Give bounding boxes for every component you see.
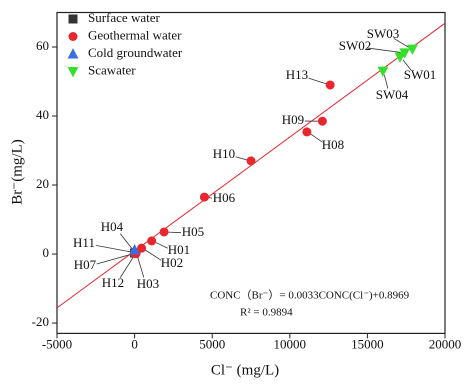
legend-marker <box>67 48 79 59</box>
point-label: SW01 <box>404 67 437 82</box>
point-label: H07 <box>74 257 97 272</box>
point <box>159 227 169 237</box>
point-label: SW04 <box>376 87 409 102</box>
leader-line <box>120 233 133 250</box>
point-label: H08 <box>322 137 344 152</box>
point-label: H01 <box>168 242 190 257</box>
leader-line <box>393 38 410 48</box>
point <box>407 44 418 55</box>
point-label: SW02 <box>339 38 372 53</box>
legend-label: Geothermal water <box>88 27 182 42</box>
leader-line <box>383 74 389 89</box>
legend-label: Surface water <box>88 10 160 25</box>
leader-line <box>119 256 134 278</box>
point <box>129 244 140 255</box>
point-label: SW03 <box>367 26 400 41</box>
y-tick-label: 40 <box>36 107 49 122</box>
leader-line <box>208 197 213 199</box>
point-label: H12 <box>102 275 124 290</box>
point-label: H05 <box>182 224 204 239</box>
plot-frame <box>56 11 446 334</box>
point <box>199 192 209 202</box>
x-tick-label: 15000 <box>351 336 384 351</box>
point <box>394 52 406 63</box>
y-axis-title: Br⁻(mg/L) <box>9 139 25 204</box>
leader-line <box>155 241 168 249</box>
leader-line <box>235 156 248 161</box>
point-label: H13 <box>286 67 308 82</box>
point <box>317 116 327 126</box>
x-tick-label: -5000 <box>42 336 72 351</box>
leader-line <box>95 244 132 253</box>
point-label: H04 <box>101 219 124 234</box>
y-tick-label: 20 <box>36 176 49 191</box>
point <box>302 127 312 137</box>
point-label: H10 <box>213 146 235 161</box>
x-tick-label: 10000 <box>274 336 307 351</box>
point-label: H11 <box>73 235 95 250</box>
legend-marker <box>68 14 78 24</box>
x-axis-title: Cl⁻ (mg/L) <box>211 362 279 378</box>
point <box>147 236 157 246</box>
y-tick-label: 60 <box>36 38 49 53</box>
point-label: H06 <box>213 190 236 205</box>
leader-line <box>96 253 132 265</box>
legend-label: Cold groundwater <box>88 45 183 60</box>
leader-line <box>137 256 145 278</box>
x-tick-label: 0 <box>131 336 138 351</box>
legend-marker <box>67 67 79 78</box>
leader-line <box>168 231 182 234</box>
point-label: H02 <box>161 255 183 270</box>
leader-line <box>310 133 323 143</box>
leader-line <box>308 77 327 85</box>
legend-marker <box>68 32 78 41</box>
y-tick-label: -20 <box>32 314 49 329</box>
leader-line <box>366 47 401 53</box>
leader-line <box>402 59 412 71</box>
legend-label: Scawater <box>88 62 136 77</box>
point <box>246 156 256 166</box>
leader-line <box>144 249 162 261</box>
r-squared: R² = 0.9894 <box>240 307 293 319</box>
x-tick-label: 5000 <box>199 336 225 351</box>
point <box>377 66 389 78</box>
point <box>325 80 335 90</box>
point-label: H09 <box>282 112 304 127</box>
x-tick-label: 20000 <box>429 336 462 351</box>
point-label: H03 <box>137 276 159 291</box>
y-tick-label: 0 <box>43 245 50 260</box>
equation: CONC（Br⁻）= 0.0033CONC(Cl⁻)+0.8969 <box>210 289 410 302</box>
